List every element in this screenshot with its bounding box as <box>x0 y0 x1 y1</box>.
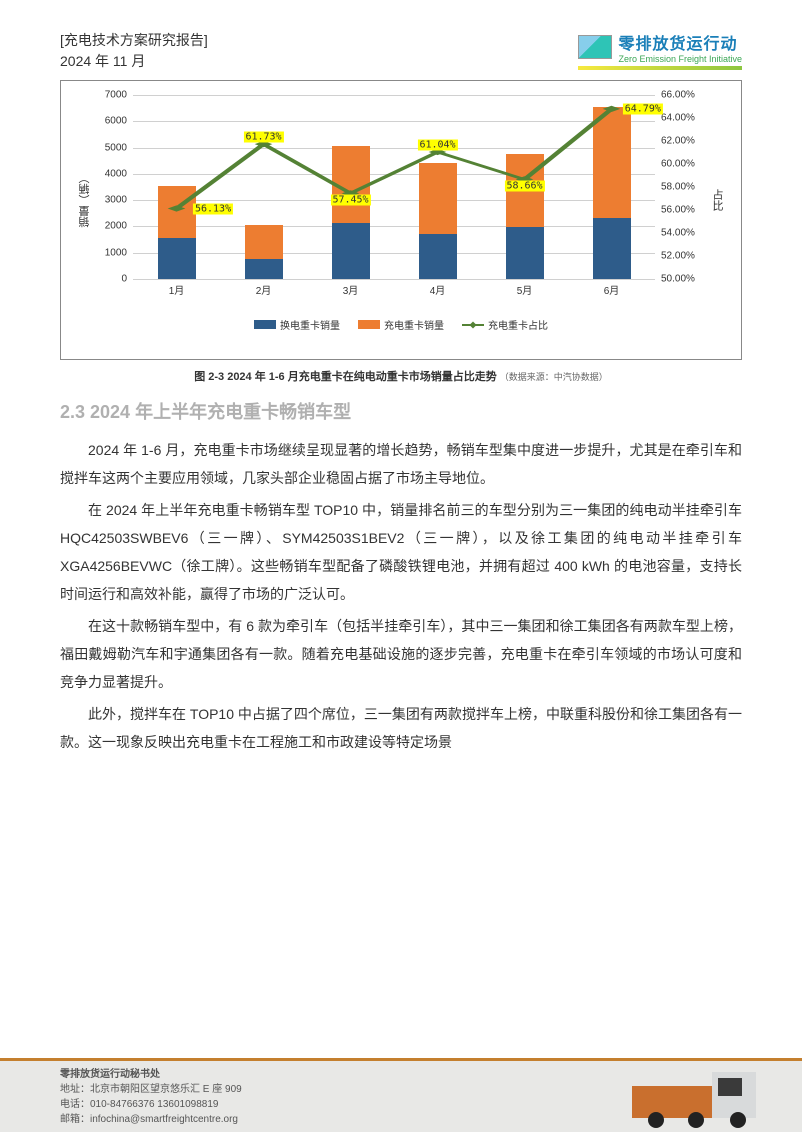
footer-contact: 零排放货运行动秘书处 地址：北京市朝阳区望京悠乐汇 E 座 909 电话：010… <box>60 1067 242 1127</box>
bar-group <box>332 95 370 279</box>
y-left-tick: 2000 <box>105 221 127 232</box>
y-right-tick: 60.00% <box>661 159 695 170</box>
pct-label: 61.04% <box>417 140 457 151</box>
y-right-tick: 64.00% <box>661 113 695 124</box>
y-left-tick: 1000 <box>105 247 127 258</box>
y-right-tick: 66.00% <box>661 90 695 101</box>
footer-address: 地址：北京市朝阳区望京悠乐汇 E 座 909 <box>60 1082 242 1097</box>
pct-label: 56.13% <box>193 203 233 214</box>
y-right-tick: 54.00% <box>661 228 695 239</box>
page-header: [充电技术方案研究报告] 2024 年 11 月 零排放货运行动 Zero Em… <box>60 30 742 72</box>
x-label: 1月 <box>169 282 185 297</box>
body-text: 2024 年 1-6 月，充电重卡市场继续呈现显著的增长趋势，畅销车型集中度进一… <box>60 436 742 756</box>
bar-swap <box>332 223 370 280</box>
y-right-tick: 50.00% <box>661 274 695 285</box>
plot-area: 56.13%61.73%57.45%61.04%58.66%64.79% <box>133 95 655 279</box>
y-axis-right-label: 占比 <box>709 189 725 211</box>
x-axis-labels: 1月 2月 3月 4月 5月 6月 <box>133 282 655 297</box>
footer-org: 零排放货运行动秘书处 <box>60 1067 242 1082</box>
caption-title: 图 2-3 2024 年 1-6 月充电重卡在纯电动重卡市场销量占比走势 <box>194 371 497 383</box>
y-right-tick: 52.00% <box>661 251 695 262</box>
x-label: 6月 <box>604 282 620 297</box>
logo-underline <box>578 66 742 70</box>
bar-swap <box>419 234 457 279</box>
footer-tel: 电话：010-84766376 13601098819 <box>60 1097 242 1112</box>
legend-swatch-line <box>462 324 484 326</box>
bar-charge <box>245 225 283 258</box>
doc-date: 2024 年 11 月 <box>60 51 208 72</box>
y-right-tick: 56.00% <box>661 205 695 216</box>
chart-plot: 销量（辆） 占比 01000200030004000500060007000 5… <box>71 95 731 305</box>
bar-charge <box>593 107 631 219</box>
bar-swap <box>593 218 631 279</box>
bar-charge <box>158 186 196 238</box>
paragraph: 在这十款畅销车型中，有 6 款为牵引车（包括半挂牵引车），其中三一集团和徐工集团… <box>60 612 742 696</box>
paragraph: 在 2024 年上半年充电重卡畅销车型 TOP10 中，销量排名前三的车型分别为… <box>60 496 742 608</box>
section-heading: 2.3 2024 年上半年充电重卡畅销车型 <box>60 398 742 424</box>
bar-group <box>245 95 283 279</box>
pct-label: 58.66% <box>504 181 544 192</box>
logo-text-en: Zero Emission Freight Initiative <box>618 54 742 64</box>
y-axis-right: 50.00%52.00%54.00%56.00%58.00%60.00%62.0… <box>657 95 705 279</box>
y-axis-left: 01000200030004000500060007000 <box>97 95 131 279</box>
legend-swatch-swap <box>254 320 276 329</box>
x-label: 3月 <box>343 282 359 297</box>
legend-charge: 充电重卡销量 <box>358 317 444 332</box>
bar-charge <box>419 163 457 234</box>
paragraph: 此外，搅拌车在 TOP10 中占据了四个席位，三一集团有两款搅拌车上榜，中联重科… <box>60 700 742 756</box>
bar-charge <box>332 146 370 222</box>
y-right-tick: 62.00% <box>661 136 695 147</box>
x-label: 4月 <box>430 282 446 297</box>
legend-swap: 换电重卡销量 <box>254 317 340 332</box>
y-left-tick: 3000 <box>105 195 127 206</box>
doc-title: [充电技术方案研究报告] <box>60 30 208 51</box>
pct-label: 64.79% <box>623 103 663 114</box>
page-footer: 零排放货运行动秘书处 地址：北京市朝阳区望京悠乐汇 E 座 909 电话：010… <box>0 1058 802 1132</box>
footer-mail: 邮箱：infochina@smartfreightcentre.org <box>60 1112 242 1127</box>
y-left-tick: 0 <box>121 274 127 285</box>
y-left-tick: 7000 <box>105 90 127 101</box>
pct-label: 61.73% <box>243 132 283 143</box>
y-left-tick: 5000 <box>105 142 127 153</box>
bar-swap <box>245 259 283 280</box>
bar-group <box>419 95 457 279</box>
logo-text-cn: 零排放货运行动 <box>618 30 742 54</box>
x-label: 5月 <box>517 282 533 297</box>
y-axis-left-label: 销量（辆） <box>77 173 93 228</box>
legend-swatch-charge <box>358 320 380 329</box>
x-label: 2月 <box>256 282 272 297</box>
chart-caption: 图 2-3 2024 年 1-6 月充电重卡在纯电动重卡市场销量占比走势 （数据… <box>60 368 742 384</box>
bar-swap <box>506 227 544 279</box>
y-right-tick: 58.00% <box>661 182 695 193</box>
logo: 零排放货运行动 Zero Emission Freight Initiative <box>578 30 742 70</box>
header-meta: [充电技术方案研究报告] 2024 年 11 月 <box>60 30 208 72</box>
bars <box>133 95 655 279</box>
sales-chart: 销量（辆） 占比 0 1000 2000 3000 4000 5000 6000 7000 5… <box>60 80 742 360</box>
truck-icon <box>622 1058 782 1132</box>
logo-icon <box>578 35 612 59</box>
y-left-tick: 4000 <box>105 168 127 179</box>
y-left-tick: 6000 <box>105 116 127 127</box>
caption-source: （数据来源：中汽协数据） <box>500 372 608 382</box>
bar-group <box>158 95 196 279</box>
pct-label: 57.45% <box>330 195 370 206</box>
paragraph: 2024 年 1-6 月，充电重卡市场继续呈现显著的增长趋势，畅销车型集中度进一… <box>60 436 742 492</box>
chart-legend: 换电重卡销量 充电重卡销量 充电重卡占比 <box>71 317 731 332</box>
bar-group <box>593 95 631 279</box>
bar-swap <box>158 238 196 279</box>
legend-line: 充电重卡占比 <box>462 317 548 332</box>
